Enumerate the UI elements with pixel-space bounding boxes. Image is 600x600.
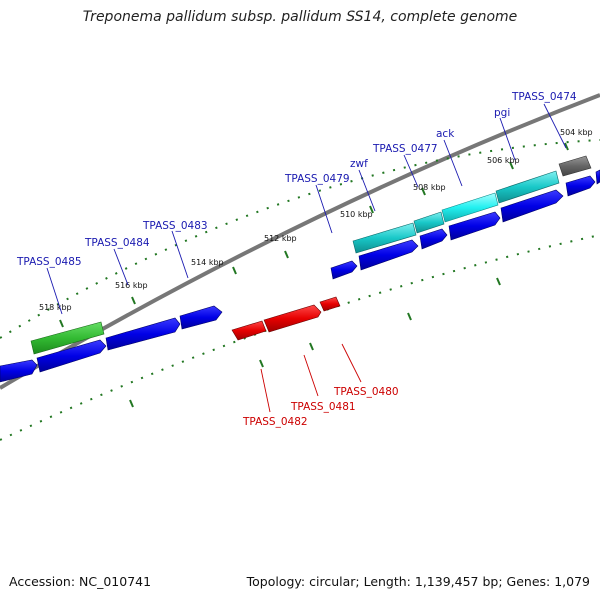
gray-feature[interactable] (558, 155, 592, 177)
map-title: Treponema pallidum subsp. pallidum SS14,… (82, 9, 518, 25)
kbp-label: 510 kbp (340, 210, 373, 219)
kbp-labels: 504 kbp 506 kbp 508 kbp 510 kbp 512 kbp … (39, 128, 593, 312)
gene-label[interactable]: TPASS_0483 (142, 220, 208, 232)
gene-label[interactable]: TPASS_0481 (290, 401, 356, 413)
gene-label[interactable]: TPASS_0485 (16, 256, 82, 268)
forward-label-leaders (46, 103, 567, 315)
gene-label[interactable]: ack (436, 128, 455, 140)
cyan-bright-feature[interactable] (441, 192, 499, 223)
gene-label[interactable]: TPASS_0484 (84, 237, 150, 249)
accession-text: Accession: NC_010741 (9, 574, 152, 589)
kbp-label: 508 kbp (413, 183, 446, 192)
gene-label[interactable]: TPASS_0480 (333, 386, 399, 398)
kbp-label: 512 kbp (264, 234, 297, 243)
forward-gene[interactable] (179, 305, 223, 330)
reverse-gene[interactable] (319, 296, 341, 312)
reverse-label-leaders (260, 343, 362, 413)
forward-gene[interactable] (0, 359, 38, 383)
genome-summary-text: Topology: circular; Length: 1,139,457 bp… (246, 574, 590, 589)
forward-gene[interactable] (595, 169, 600, 185)
cyan-feature[interactable] (413, 211, 445, 234)
kbp-label: 504 kbp (560, 128, 593, 137)
gene-label[interactable]: zwf (350, 158, 368, 170)
forward-gene[interactable] (36, 339, 107, 373)
reverse-gene[interactable] (263, 304, 322, 333)
reverse-gene-labels: TPASS_0480 TPASS_0481 TPASS_0482 (242, 386, 399, 428)
forward-gene[interactable] (419, 228, 448, 250)
forward-gene[interactable] (358, 239, 419, 271)
cyan-feature[interactable] (495, 170, 560, 204)
gene-label[interactable]: TPASS_0474 (511, 91, 577, 103)
gene-label[interactable]: pgi (494, 107, 510, 119)
forward-gene[interactable] (448, 211, 501, 241)
green-feature[interactable] (30, 321, 105, 355)
forward-gene[interactable] (330, 260, 358, 280)
forward-gene[interactable] (105, 317, 181, 351)
forward-gene-labels: TPASS_0474 pgi ack TPASS_0477 zwf TPASS_… (16, 91, 577, 268)
forward-gene[interactable] (565, 175, 596, 197)
kbp-label: 506 kbp (487, 156, 520, 165)
reverse-gene[interactable] (231, 320, 267, 341)
major-ticks (59, 142, 569, 408)
gene-label[interactable]: TPASS_0477 (372, 143, 438, 155)
gene-label[interactable]: TPASS_0479 (284, 173, 350, 185)
reverse-strand-genes (231, 296, 341, 341)
highlighted-features (30, 155, 592, 355)
kbp-label: 516 kbp (115, 281, 148, 290)
kbp-label: 518 kbp (39, 303, 72, 312)
forward-strand-genes (0, 169, 600, 383)
forward-gene[interactable] (500, 189, 564, 223)
kbp-label: 514 kbp (191, 258, 224, 267)
gene-label[interactable]: TPASS_0482 (242, 416, 308, 428)
cyan-feature[interactable] (352, 222, 417, 254)
